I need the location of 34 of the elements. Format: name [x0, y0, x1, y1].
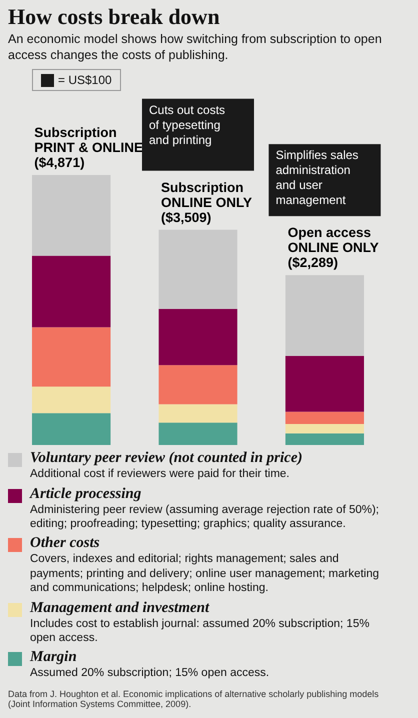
bar [158, 422, 238, 446]
text: Includes cost to establish journal: assumed 20% subscription; 15% open access. [30, 616, 370, 646]
bar [285, 356, 364, 412]
legend-label: Management and investment [30, 600, 210, 616]
x-tick-label: Subscription PRINT & ONLINE ($4,871) [34, 125, 144, 170]
bar [285, 434, 364, 446]
text: Additional cost if reviewers were paid for their time. [30, 467, 290, 482]
chart-subtitle: An economic model shows how switching from subscription to open access changes the costs of publishing. [8, 32, 383, 64]
text: Data from J. Houghton et al. Economic implications of alternative scholarly publishing models (Joint Information Systems Committee, 2009). [8, 688, 380, 709]
text: Administering peer review (assuming average rejection rate of 50%); editing; proofreading; typesetting; graphics; quality assurance. [30, 502, 380, 532]
bar [158, 404, 238, 423]
bar [32, 328, 111, 387]
text: = US$100 [58, 73, 112, 88]
x-tick-label: Open access ONLINE ONLY ($2,289) [288, 225, 379, 270]
chart-title: How costs break down [8, 4, 221, 30]
legend-label: Margin [30, 649, 78, 666]
bar [32, 256, 111, 328]
legend-label: Article processing [30, 486, 142, 503]
annotation: Simplifies sales administration and user management [276, 148, 358, 208]
legend-label: Other costs [30, 535, 101, 552]
x-tick-label: Subscription ONLINE ONLY ($3,509) [161, 180, 252, 226]
text: Cuts out costs of typesetting and printing [149, 103, 226, 148]
bar [32, 386, 111, 414]
bar [158, 365, 238, 404]
text: Covers, indexes and editorial; rights management; sales and payments; printing and delivery; online user management; marketing and communications; helpdesk; online hosting. [30, 552, 380, 596]
bar [285, 275, 364, 356]
bar [32, 413, 111, 446]
legend-label: Voluntary peer review (not counted in price) [30, 450, 302, 468]
text: Assumed 20% subscription; 15% open access. [30, 666, 270, 681]
bar [285, 424, 364, 434]
bar [32, 175, 111, 256]
bar [285, 412, 364, 424]
bar [158, 309, 238, 366]
bar [158, 230, 238, 310]
